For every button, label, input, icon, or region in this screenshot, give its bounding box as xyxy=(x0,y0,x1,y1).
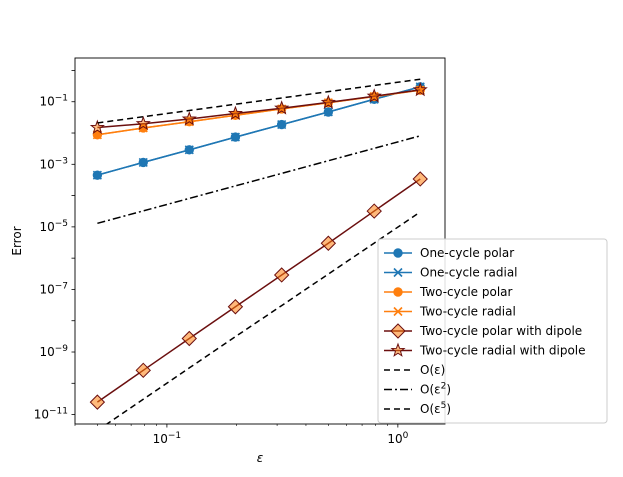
y-tick-label-1: 10−9 xyxy=(39,344,68,359)
data-point-5-6 xyxy=(366,88,382,103)
y-tick-label-1-base: 10 xyxy=(39,345,54,359)
data-point-4-3 xyxy=(227,299,244,315)
y-tick-label-3-base: 10 xyxy=(39,220,54,234)
legend-entry-8: O(ε5) xyxy=(384,401,451,416)
legend-label-main: O(ε xyxy=(420,402,441,416)
legend-entry-0: One-cycle polar xyxy=(384,246,514,260)
legend-entry-1: One-cycle radial xyxy=(384,266,518,280)
legend-entry-5: Two-cycle radial with dipole xyxy=(384,342,586,358)
y-tick-label-4-base: 10 xyxy=(39,157,54,171)
x-axis-label: ε xyxy=(257,451,264,465)
data-point-4-2 xyxy=(181,330,197,347)
data-point-4-0 xyxy=(89,394,106,410)
data-point-4-7 xyxy=(412,171,428,187)
legend-box xyxy=(377,238,608,424)
legend-label-2: Two-cycle polar xyxy=(419,285,513,299)
series-group xyxy=(89,78,428,424)
series-1 xyxy=(92,82,425,180)
legend: One-cycle polar One-cycle radial Two-cycle… xyxy=(377,238,608,424)
x-tick-label-0-base: 10 xyxy=(153,432,168,446)
y-tick-label-3: 10−5 xyxy=(39,219,68,234)
x-tick-label-1-exponent: 0 xyxy=(403,431,409,441)
data-point-5-4 xyxy=(274,100,290,115)
y-tick-label-5-exponent: −1 xyxy=(55,94,68,104)
data-point-1-0 xyxy=(92,170,102,180)
legend-label-1: One-cycle radial xyxy=(420,266,518,280)
x-tick-label-0: 10−1 xyxy=(153,431,182,446)
data-point-1-3 xyxy=(230,132,240,142)
legend-label-exponent: 2 xyxy=(441,382,447,392)
legend-label-8: O(ε5) xyxy=(420,401,451,416)
data-point-4-6 xyxy=(366,203,382,219)
legend-marker-1 xyxy=(393,267,403,278)
data-point-5-1 xyxy=(135,115,151,131)
series-4 xyxy=(89,171,428,410)
y-tick-label-0: 10−11 xyxy=(34,407,68,422)
x-tick-label-1: 100 xyxy=(387,431,408,446)
series-7 xyxy=(97,135,421,225)
y-tick-label-0-base: 10 xyxy=(34,408,49,422)
series-line-8 xyxy=(105,211,421,424)
series-5 xyxy=(89,81,428,134)
legend-entry-3: Two-cycle radial xyxy=(384,305,516,319)
data-point-1-5 xyxy=(323,107,333,117)
legend-entry-7: O(ε2) xyxy=(384,382,451,397)
x-tick-label-0-exponent: −1 xyxy=(168,431,181,441)
data-point-4-1 xyxy=(135,362,151,379)
data-point-5-3 xyxy=(227,105,243,120)
y-tick-label-4-exponent: −3 xyxy=(55,156,68,166)
legend-label-4: Two-cycle polar with dipole xyxy=(419,324,582,338)
series-line-7 xyxy=(97,135,421,225)
series-line-4 xyxy=(96,178,421,403)
data-point-1-2 xyxy=(184,145,194,155)
y-axis-label: Error xyxy=(10,226,24,255)
legend-label-main: O(ε xyxy=(420,383,441,397)
series-line-1 xyxy=(97,86,421,176)
legend-label-7: O(ε2) xyxy=(420,382,451,397)
data-point-1-1 xyxy=(138,157,148,167)
legend-marker-0 xyxy=(393,248,403,258)
series-line-5 xyxy=(97,89,421,129)
y-tick-label-2-exponent: −7 xyxy=(55,281,68,291)
series-8 xyxy=(105,211,421,424)
legend-label-5: Two-cycle radial with dipole xyxy=(419,344,586,358)
legend-label-3: Two-cycle radial xyxy=(419,305,516,319)
legend-label-6: O(ε) xyxy=(420,363,445,377)
legend-entry-2: Two-cycle polar xyxy=(384,285,513,299)
data-point-5-7 xyxy=(412,81,428,97)
data-point-5-5 xyxy=(320,94,336,109)
legend-label-close: ) xyxy=(446,383,451,397)
plot-area xyxy=(89,78,428,424)
legend-marker-5 xyxy=(390,342,406,357)
y-tick-label-2-base: 10 xyxy=(39,282,54,296)
legend-label-main: O(ε) xyxy=(420,363,445,377)
series-6 xyxy=(97,78,421,124)
y-tick-label-3-exponent: −5 xyxy=(55,219,68,229)
legend-entry-4: Two-cycle polar with dipole xyxy=(384,323,582,339)
x-tick-label-1-base: 10 xyxy=(387,432,402,446)
data-point-5-2 xyxy=(181,111,197,126)
y-tick-label-2: 10−7 xyxy=(39,281,68,296)
legend-marker-4 xyxy=(390,323,406,339)
legend-marker-3 xyxy=(393,306,403,317)
legend-label-close: ) xyxy=(446,402,451,416)
y-tick-label-1-exponent: −9 xyxy=(55,344,69,354)
data-point-4-4 xyxy=(273,267,290,283)
legend-marker-2 xyxy=(393,287,403,297)
legend-label-0: One-cycle polar xyxy=(420,246,514,260)
data-point-5-0 xyxy=(89,119,105,134)
data-point-4-5 xyxy=(320,235,337,251)
y-tick-label-4: 10−3 xyxy=(39,156,68,171)
data-point-1-4 xyxy=(277,120,287,130)
legend-label-exponent: 5 xyxy=(441,401,447,411)
legend-entry-6: O(ε) xyxy=(384,363,445,377)
series-line-6 xyxy=(97,78,421,124)
y-tick-label-5-base: 10 xyxy=(39,95,54,109)
y-tick-label-0-exponent: −11 xyxy=(49,407,68,417)
y-tick-label-5: 10−1 xyxy=(39,94,68,109)
